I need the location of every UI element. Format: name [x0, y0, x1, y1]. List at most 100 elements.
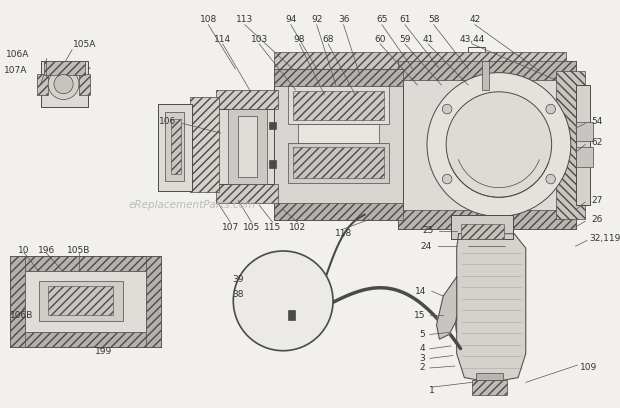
Bar — [273, 51, 566, 69]
Bar — [146, 256, 161, 347]
Bar — [216, 90, 278, 109]
Text: 25: 25 — [422, 226, 434, 235]
Text: 92: 92 — [311, 16, 322, 24]
Text: 106A: 106A — [6, 50, 29, 59]
Bar — [298, 124, 379, 143]
Bar — [159, 104, 192, 191]
Text: 196: 196 — [38, 246, 55, 255]
Bar — [398, 210, 575, 229]
Bar — [273, 69, 403, 86]
Text: 60: 60 — [374, 35, 386, 44]
Bar — [575, 85, 590, 205]
Text: eReplacementParts.com: eReplacementParts.com — [128, 200, 255, 210]
Bar — [40, 61, 89, 107]
Circle shape — [546, 104, 556, 114]
Bar — [293, 147, 384, 178]
Bar — [48, 286, 113, 315]
Text: 114: 114 — [214, 35, 231, 44]
Bar — [268, 122, 277, 129]
Bar — [273, 69, 403, 220]
Circle shape — [427, 73, 571, 217]
Circle shape — [442, 104, 452, 114]
Text: 94: 94 — [285, 16, 296, 24]
Text: 43,44: 43,44 — [459, 35, 485, 44]
Bar — [398, 61, 575, 229]
Bar — [293, 91, 384, 120]
Text: 105: 105 — [243, 222, 260, 231]
Bar — [29, 54, 98, 114]
Text: 27: 27 — [591, 196, 603, 205]
Bar — [190, 97, 219, 193]
Bar — [482, 61, 489, 90]
Bar — [216, 109, 273, 184]
Bar — [79, 73, 91, 95]
Text: 26: 26 — [591, 215, 603, 224]
Text: 105B: 105B — [67, 246, 91, 255]
Polygon shape — [457, 234, 526, 382]
Text: 108: 108 — [200, 16, 217, 24]
Bar — [38, 281, 123, 321]
Text: 38: 38 — [232, 290, 244, 299]
Text: 107: 107 — [222, 222, 239, 231]
Text: 15: 15 — [414, 311, 425, 320]
Text: 65: 65 — [376, 16, 388, 24]
Text: 61: 61 — [399, 16, 410, 24]
Bar — [238, 116, 257, 177]
Text: 42: 42 — [469, 16, 481, 24]
Text: 106: 106 — [159, 117, 175, 126]
Bar — [273, 203, 403, 220]
Text: 5: 5 — [419, 330, 425, 339]
Bar — [288, 310, 294, 320]
Bar — [171, 119, 180, 174]
Bar — [45, 61, 85, 75]
Bar — [556, 71, 585, 220]
Polygon shape — [436, 277, 457, 339]
Text: 2: 2 — [420, 364, 425, 373]
Text: 14: 14 — [415, 287, 426, 296]
Text: 58: 58 — [428, 16, 440, 24]
Bar — [398, 61, 575, 80]
Text: 1: 1 — [429, 386, 435, 395]
Bar — [268, 160, 277, 168]
Text: 118: 118 — [335, 229, 352, 238]
Bar — [229, 109, 267, 184]
Bar — [37, 73, 48, 95]
Text: 54: 54 — [591, 117, 603, 126]
Text: 41: 41 — [422, 35, 433, 44]
Text: 32,119: 32,119 — [589, 234, 620, 243]
Text: 68: 68 — [322, 35, 334, 44]
Text: 39: 39 — [232, 275, 244, 284]
Text: 62: 62 — [591, 138, 603, 147]
Text: 59: 59 — [399, 35, 410, 44]
Bar — [10, 256, 161, 271]
Bar — [461, 224, 503, 239]
Text: 113: 113 — [236, 16, 254, 24]
Text: 10: 10 — [17, 246, 29, 255]
Circle shape — [446, 92, 552, 197]
Text: 105A: 105A — [73, 40, 96, 49]
Bar — [25, 271, 146, 332]
Bar — [165, 112, 184, 181]
Circle shape — [546, 174, 556, 184]
Text: 98: 98 — [294, 35, 305, 44]
Text: 36: 36 — [338, 16, 349, 24]
Bar — [472, 380, 507, 395]
Text: 24: 24 — [420, 242, 432, 251]
Text: 3: 3 — [419, 354, 425, 363]
Text: 107A: 107A — [4, 66, 27, 75]
Circle shape — [48, 69, 79, 100]
Circle shape — [442, 174, 452, 184]
Bar — [288, 86, 389, 124]
Bar — [10, 256, 161, 347]
Circle shape — [233, 251, 333, 351]
Bar — [575, 122, 593, 141]
Text: 115: 115 — [264, 222, 281, 231]
Bar — [575, 147, 593, 166]
Bar — [10, 256, 25, 347]
Text: 199: 199 — [95, 347, 112, 356]
Text: 106B: 106B — [10, 311, 33, 320]
Bar — [10, 332, 161, 347]
Bar — [216, 184, 278, 203]
Bar — [476, 373, 503, 380]
Text: 103: 103 — [250, 35, 268, 44]
